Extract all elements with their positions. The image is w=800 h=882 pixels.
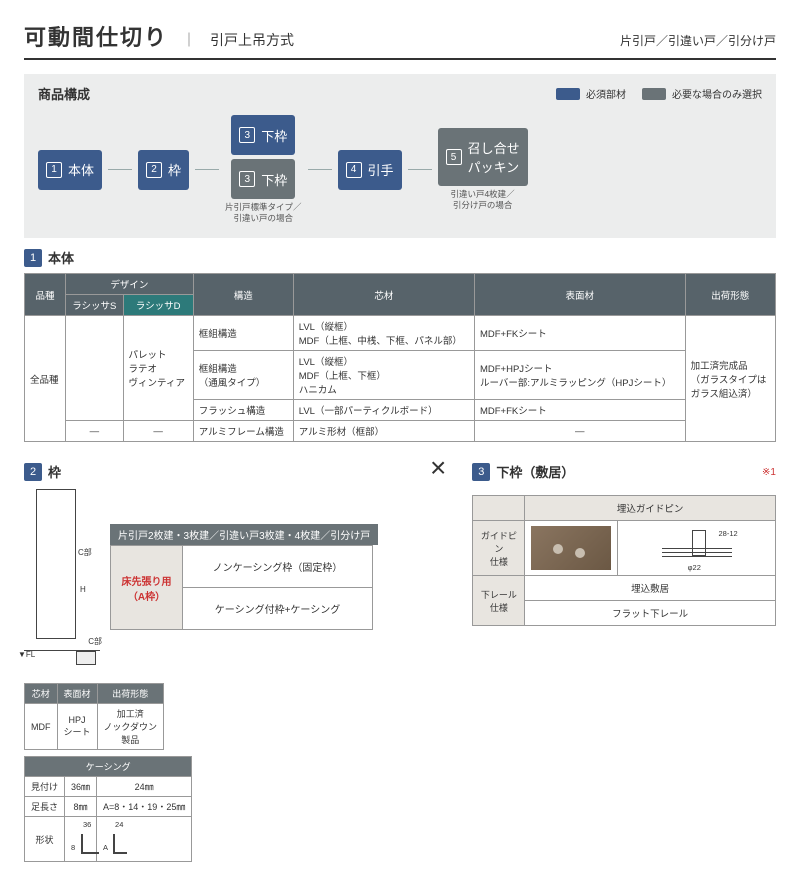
frame-strip: 片引戸2枚建・3枚建／引違い戸3枚建・4枚建／引分け戸 [110,524,378,545]
flow-node-4: 4引手 [338,150,402,190]
panel-title: 商品構成 [38,84,90,103]
flow-caption-3: 片引戸標準タイプ／ 引違い戸の場合 [225,202,302,224]
flow-node-5: 5召し合せ パッキン [438,128,528,186]
page-title: 可動間仕切り [24,20,168,52]
title-separator: ｜ [182,30,196,50]
composition-panel: 商品構成 必須部材 必要な場合のみ選択 1本体 2枠 3下枠 3下枠 片引戸標準… [24,74,776,238]
swatch-required [556,88,580,100]
swatch-optional [642,88,666,100]
page-subtitle: 引戸上吊方式 [210,30,294,50]
header-right-text: 片引戸／引違い戸／引分け戸 [620,32,776,49]
flow-node-2: 2枠 [138,150,189,190]
legend-optional: 必要な場合のみ選択 [672,86,762,101]
cross-icon: × [424,452,452,484]
flow-node-1: 1本体 [38,150,102,190]
note-ref: ※1 [762,467,776,478]
flow-node-3b: 3下枠 [231,159,295,199]
section-2-head: 2 枠 [24,462,404,481]
casing-table: ケーシング 見付け36㎜24㎜ 足長さ8㎜A=8・14・19・25㎜ 形状 36… [24,756,192,862]
casing-shape-1: 36 8 [71,820,90,858]
section-3-head: 3 下枠（敷居） [472,462,574,481]
page-header: 可動間仕切り ｜ 引戸上吊方式 片引戸／引違い戸／引分け戸 [24,20,776,60]
frame-table: 床先張り用（A枠） ノンケーシング枠（固定枠） ケーシング付枠+ケーシング [110,545,373,630]
flow-caption-5: 引違い戸4枚建／ 引分け戸の場合 [450,189,514,211]
main-body-table: 品種 デザイン 構造 芯材 表面材 出荷形態 ラシッサS ラシッサD 全品種 パ… [24,273,776,442]
guide-pin-photo [531,526,611,570]
sill-table: 埋込ガイドピン ガイドピン 仕様 [472,495,776,626]
material-table: 芯材表面材出荷形態 MDF HPJ シート 加工済 ノックダウン 製品 [24,683,164,750]
guide-pin-diagram: 28-12 φ22 [662,526,732,570]
door-sketch: C部 H ▼FL C部 [24,489,100,665]
legend-required: 必須部材 [586,86,626,101]
legend: 必須部材 必要な場合のみ選択 [556,86,762,101]
section-1-head: 1 本体 [24,248,776,267]
flow-node-3a: 3下枠 [231,115,295,155]
casing-shape-2: 24 A [103,820,185,858]
